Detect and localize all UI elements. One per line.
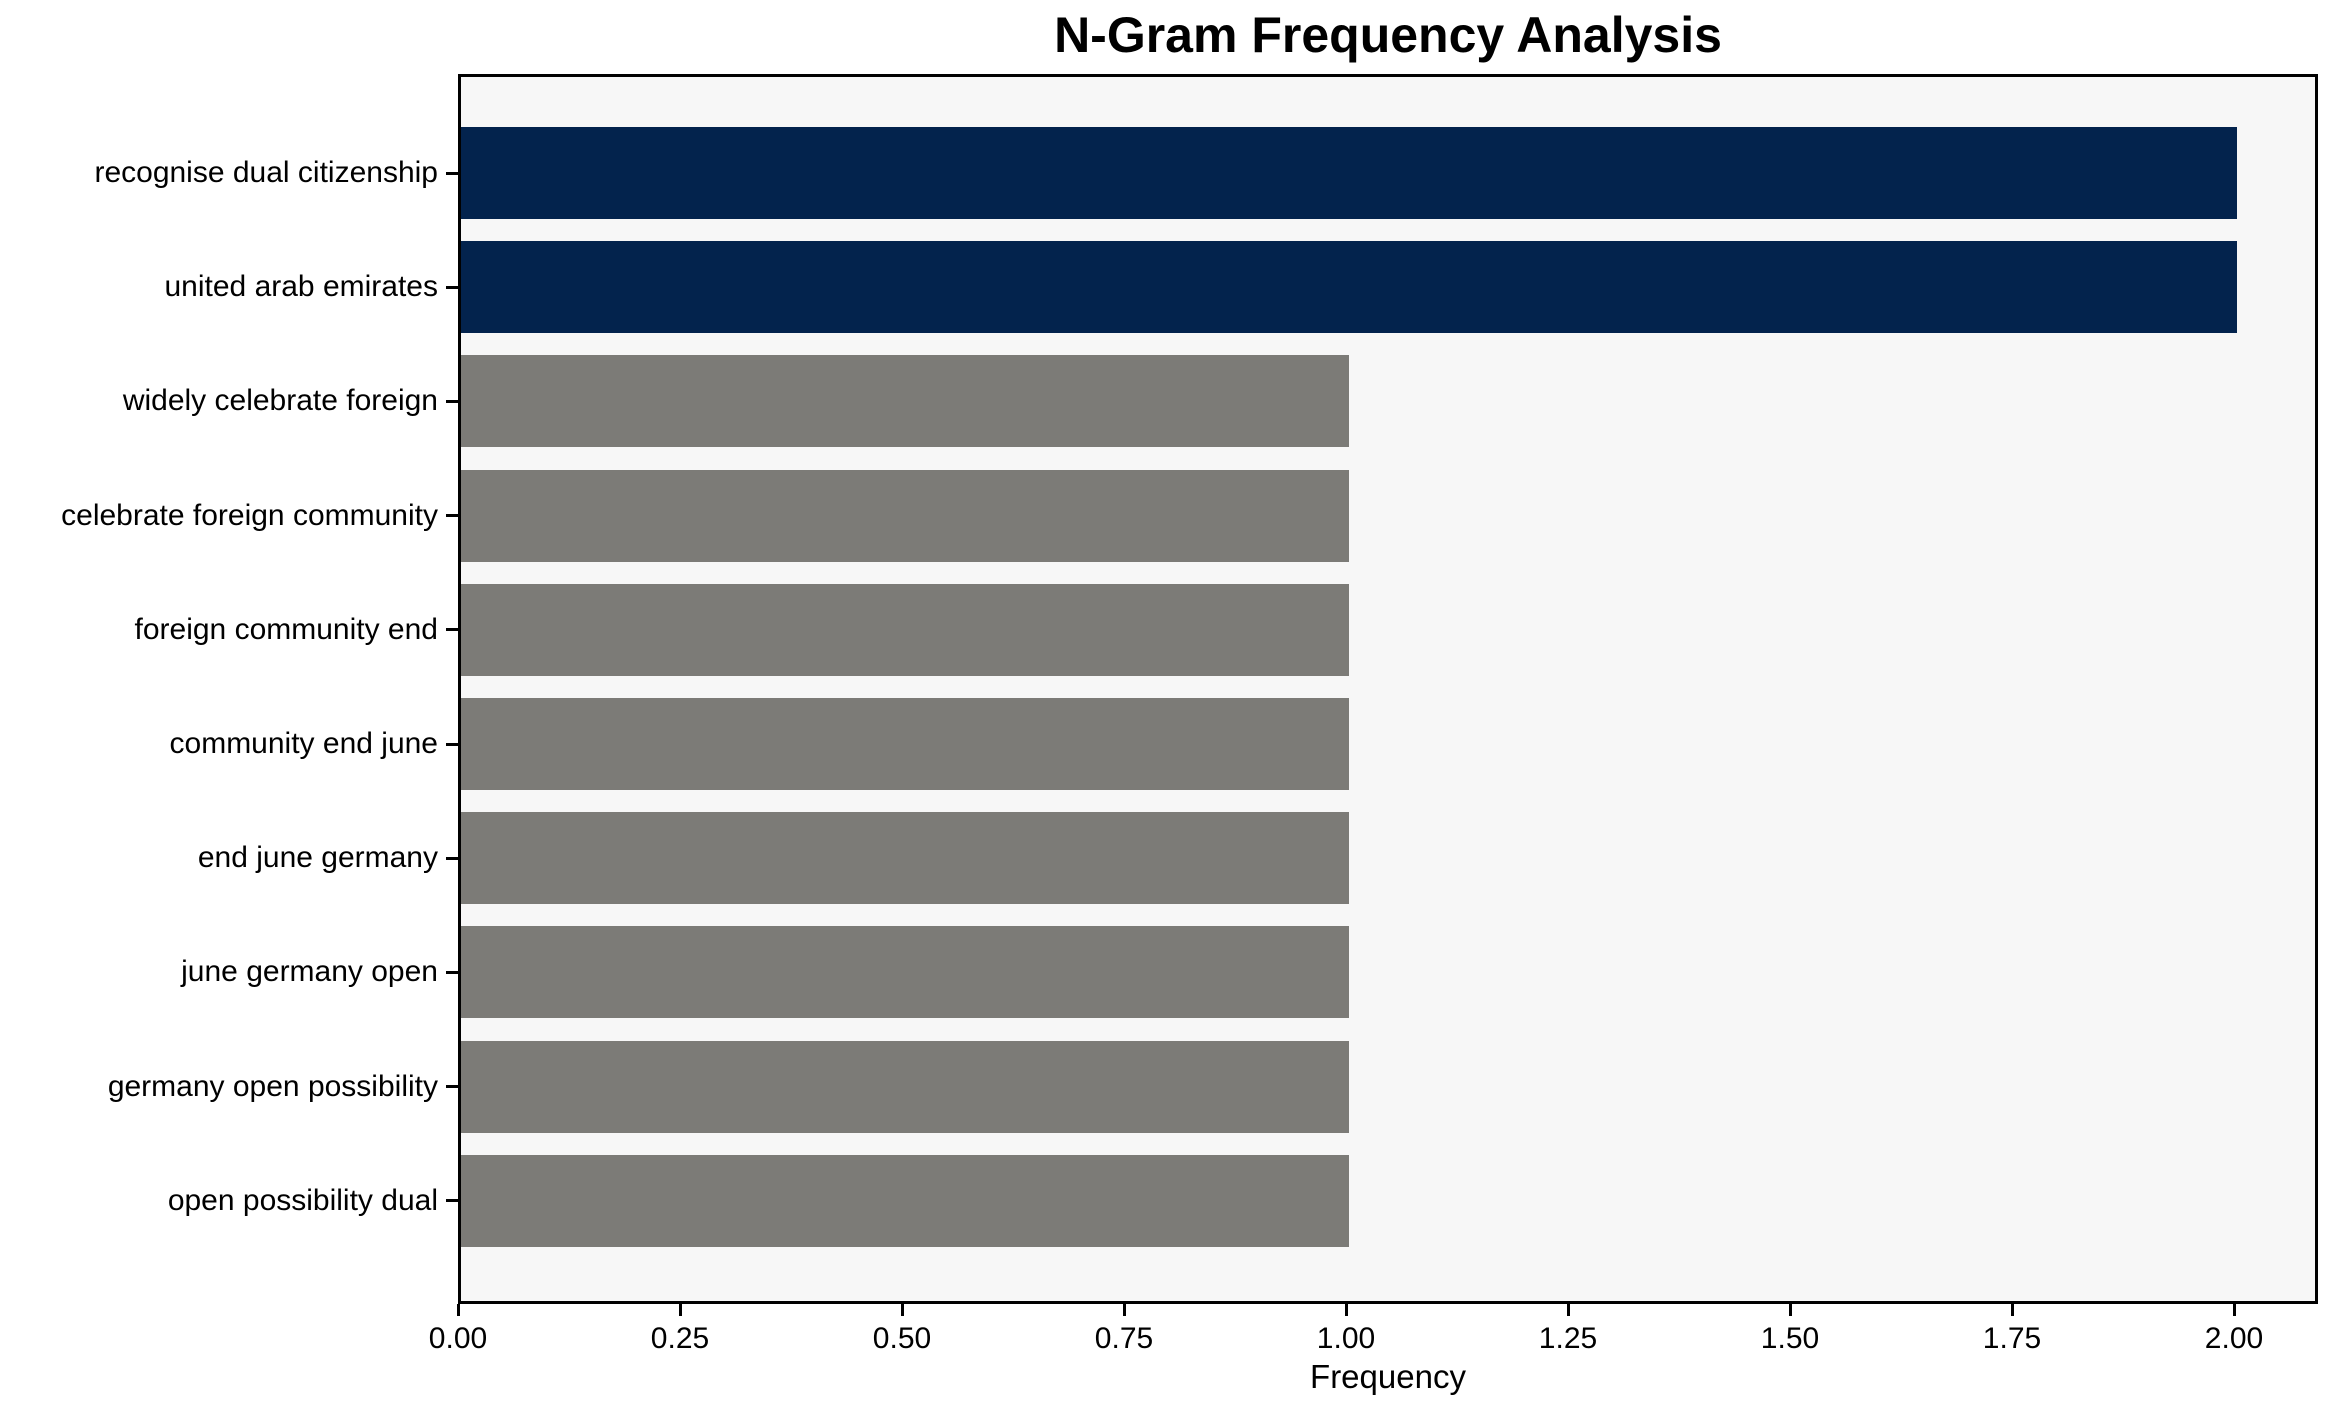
x-tick-label: 1.25: [1538, 1322, 1598, 1355]
x-tick: [1788, 1304, 1792, 1316]
x-tick-label: 1.50: [1760, 1322, 1820, 1355]
y-tick: [446, 856, 458, 860]
x-tick: [2010, 1304, 2014, 1316]
bar: [461, 469, 1349, 562]
y-tick: [446, 742, 458, 746]
bar: [461, 355, 1349, 448]
y-tick-label: foreign community end: [134, 612, 439, 646]
x-tick: [1566, 1304, 1570, 1316]
x-tick: [456, 1304, 460, 1316]
bar: [461, 127, 2237, 219]
y-tick-label: community end june: [169, 727, 438, 760]
x-axis-title: Frequency: [1310, 1358, 1466, 1395]
x-tick-label: 2.00: [2204, 1322, 2264, 1355]
bar: [461, 812, 1349, 905]
y-tick-label: celebrate foreign community: [61, 498, 438, 532]
x-tick: [1122, 1304, 1126, 1316]
y-tick: [446, 285, 458, 289]
y-tick: [446, 399, 458, 403]
y-tick-label: june germany open: [181, 955, 438, 989]
x-tick-label: 0.00: [428, 1322, 488, 1355]
y-tick-label: open possibility dual: [167, 1183, 438, 1217]
y-tick: [446, 1199, 458, 1203]
bar: [461, 698, 1349, 790]
y-tick: [446, 514, 458, 518]
y-tick: [446, 171, 458, 175]
bar: [461, 1040, 1349, 1133]
y-tick: [446, 970, 458, 974]
bar: [461, 583, 1349, 676]
x-tick: [900, 1304, 904, 1316]
bar: [461, 926, 1349, 1019]
x-tick: [1344, 1304, 1348, 1316]
x-tick-label: 0.50: [872, 1322, 932, 1355]
x-tick-label: 1.00: [1316, 1322, 1376, 1355]
x-tick-label: 1.75: [1982, 1322, 2042, 1355]
x-tick: [2232, 1304, 2236, 1316]
y-tick-label: united arab emirates: [164, 270, 439, 304]
x-tick-label: 0.75: [1094, 1322, 1154, 1355]
y-tick: [446, 628, 458, 632]
x-tick-label: 0.25: [650, 1322, 710, 1355]
y-tick-label: germany open possibility: [107, 1069, 438, 1103]
y-tick: [446, 1085, 458, 1089]
bar: [461, 241, 2237, 334]
y-tick-label: widely celebrate foreign: [122, 384, 438, 418]
x-tick: [678, 1304, 682, 1316]
y-tick-label: recognise dual citizenship: [94, 156, 438, 189]
y-tick-label: end june germany: [197, 841, 438, 875]
chart-title: N-Gram Frequency Analysis: [1054, 7, 1722, 63]
plot-area: [458, 74, 2318, 1304]
bar: [461, 1154, 1349, 1247]
